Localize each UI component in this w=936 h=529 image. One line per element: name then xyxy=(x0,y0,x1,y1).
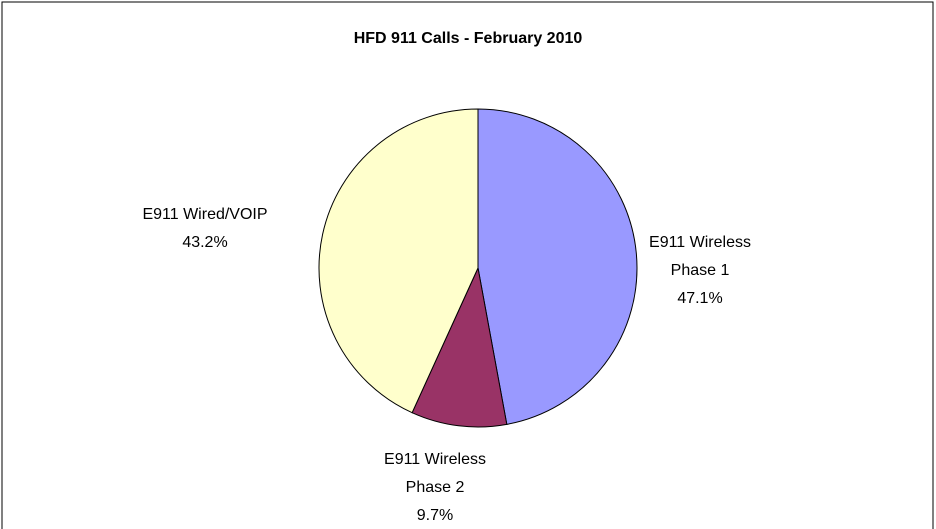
slice-label: E911 Wireless Phase 1 47.1% xyxy=(630,229,770,313)
pie-slice xyxy=(477,108,638,425)
chart-title: HFD 911 Calls - February 2010 xyxy=(353,30,583,47)
value-label: 43.2% xyxy=(182,234,228,251)
value-label: 9.7% xyxy=(416,507,454,524)
value-label: 47.1% xyxy=(677,290,723,307)
pie-slice xyxy=(411,266,508,428)
category-label: E911 Wireless Phase 1 xyxy=(649,234,751,279)
category-label: E911 Wired/VOIP xyxy=(142,206,268,223)
slice-label: E911 Wireless Phase 2 9.7% xyxy=(365,446,505,529)
slice-label: E911 Wired/VOIP 43.2% xyxy=(120,201,290,257)
category-label: E911 Wireless Phase 2 xyxy=(384,451,486,496)
pie-slice xyxy=(318,108,479,414)
